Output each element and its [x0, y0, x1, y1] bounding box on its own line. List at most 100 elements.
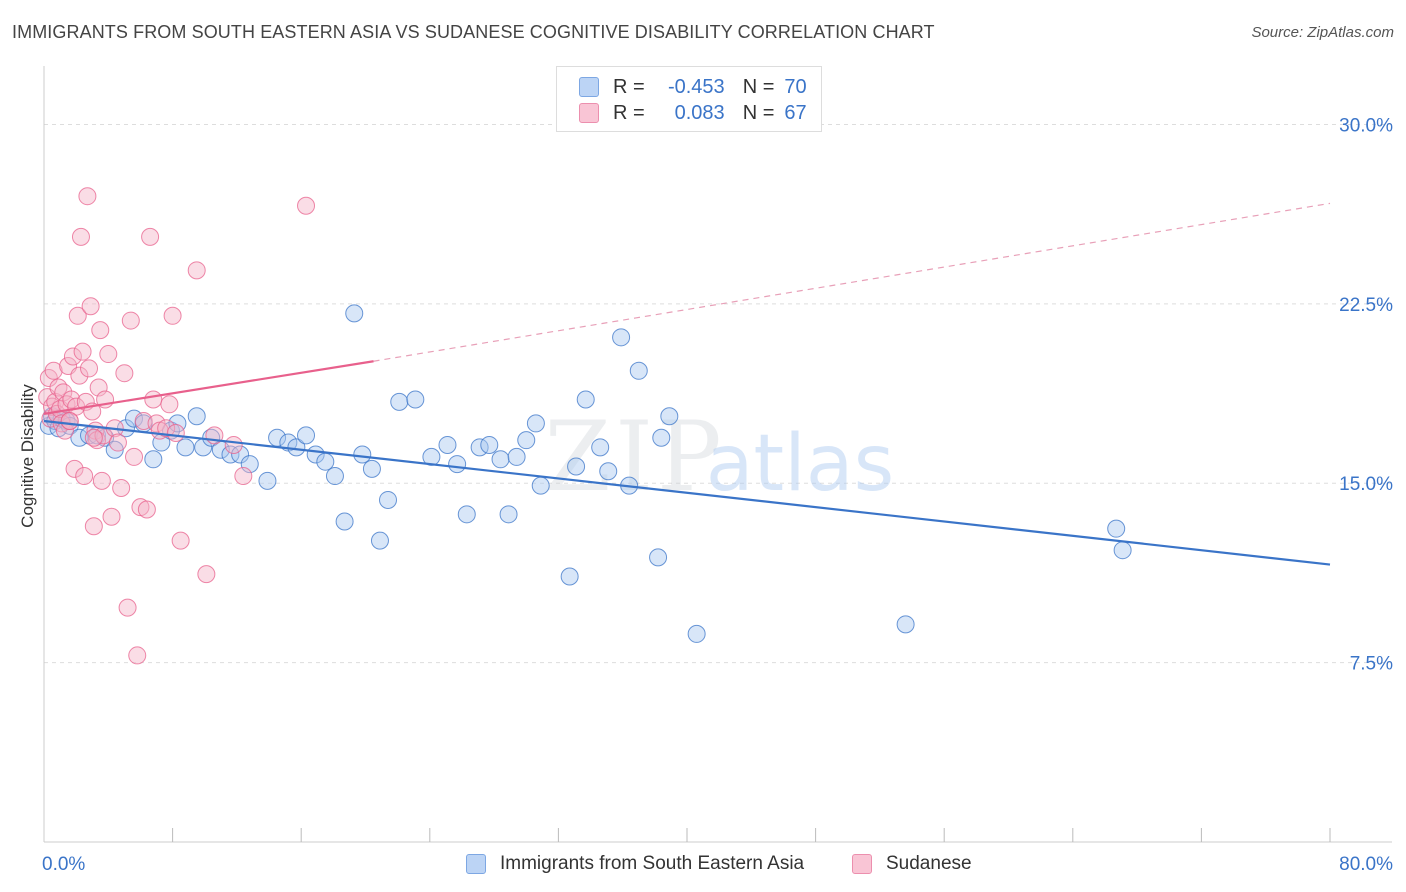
y-axis-title: Cognitive Disability [18, 384, 37, 528]
trend-line-sudanese-extension [373, 202, 1331, 362]
data-point-sudanese [55, 421, 74, 440]
data-point-sudanese [171, 531, 190, 550]
data-point-sudanese [157, 419, 176, 438]
data-point-sudanese [70, 366, 89, 385]
data-point-sea [649, 548, 668, 567]
data-point-sudanese [91, 321, 110, 340]
data-point-sudanese [141, 227, 160, 246]
data-point-sudanese [65, 459, 84, 478]
data-point-sea [687, 624, 706, 643]
y-tick-label: 30.0% [1339, 115, 1393, 136]
data-point-sudanese [60, 412, 79, 431]
data-point-sudanese [92, 471, 111, 490]
legend-n-value: 70 [784, 75, 807, 98]
data-point-sea [438, 435, 457, 454]
data-point-sudanese [99, 345, 118, 364]
data-point-sea [612, 328, 631, 347]
data-point-sudanese [89, 378, 108, 397]
data-point-sudanese [163, 306, 182, 325]
series-legend-blue: Immigrants from South Eastern Asia [466, 852, 804, 876]
data-point-sea [231, 445, 250, 464]
data-point-sudanese [84, 428, 103, 447]
data-point-sudanese [44, 361, 63, 380]
data-point-sudanese [115, 364, 134, 383]
data-point-sea [560, 567, 579, 586]
data-point-sudanese [108, 433, 127, 452]
data-point-sea [567, 457, 586, 476]
data-point-sea [144, 450, 163, 469]
data-point-sea [457, 505, 476, 524]
data-point-sudanese [166, 423, 185, 442]
data-point-sudanese [49, 378, 68, 397]
data-point-sudanese [144, 390, 163, 409]
x-tick-label-min: 0.0% [42, 854, 85, 875]
data-point-sea [599, 462, 618, 481]
data-point-sea [325, 467, 344, 486]
data-point-sea [507, 447, 526, 466]
legend-n-label: N = [742, 101, 775, 124]
legend-n-value: 67 [784, 101, 807, 124]
legend-n-label: N = [742, 75, 775, 98]
data-point-sudanese [160, 395, 179, 414]
data-point-sudanese [75, 467, 94, 486]
data-point-sea [316, 452, 335, 471]
source-label: Source: ZipAtlas.com [1251, 24, 1394, 41]
x-tick-label-max: 80.0% [1339, 854, 1393, 875]
legend-row-blue: R = -0.453 N = 70 [579, 75, 807, 99]
legend-r-value: -0.453 [667, 75, 725, 98]
data-point-sea [390, 392, 409, 411]
data-point-sea [240, 455, 259, 474]
data-point-sudanese [137, 500, 156, 519]
data-point-sea [448, 455, 467, 474]
data-point-sea [406, 390, 425, 409]
data-point-sudanese [112, 479, 131, 498]
data-point-sea [526, 414, 545, 433]
data-point-sea [335, 512, 354, 531]
data-point-sea [362, 459, 381, 478]
data-point-sea [531, 476, 550, 495]
correlation-legend: R = -0.453 N = 70 R = 0.083 N = 67 [556, 66, 822, 132]
legend-r-label: R = [613, 101, 645, 124]
data-point-sudanese [81, 297, 100, 316]
axes: 30.0% 22.5% 15.0% 7.5% [43, 66, 1393, 843]
data-point-sudanese [68, 306, 87, 325]
data-point-sudanese [73, 342, 92, 361]
data-point-sea [660, 407, 679, 426]
legend-r-label: R = [613, 75, 645, 98]
data-point-sudanese [71, 227, 90, 246]
data-point-sudanese [197, 565, 216, 584]
data-point-sudanese [297, 196, 316, 215]
data-point-sea [422, 447, 441, 466]
series-label-blue: Immigrants from South Eastern Asia [500, 853, 805, 874]
data-point-sudanese [118, 598, 137, 617]
data-point-sea [652, 428, 671, 447]
data-point-sea [629, 361, 648, 380]
trend-line-sudanese [43, 360, 374, 415]
legend-swatch-pink [579, 103, 599, 123]
data-point-sea [345, 304, 364, 323]
data-point-sudanese [234, 467, 253, 486]
watermark-zip: ZIP [544, 401, 725, 513]
data-point-sudanese [63, 347, 82, 366]
data-point-sea [168, 414, 187, 433]
series-label-pink: Sudanese [886, 853, 972, 874]
data-point-sudanese [121, 311, 140, 330]
data-point-sudanese [80, 359, 99, 378]
data-point-sea [221, 445, 240, 464]
data-point-sea [258, 471, 277, 490]
data-point-sea [517, 431, 536, 450]
data-point-sudanese [84, 517, 103, 536]
data-point-sudanese [78, 187, 97, 206]
data-point-sea [187, 407, 206, 426]
data-point-sea [576, 390, 595, 409]
y-tick-label: 15.0% [1339, 474, 1393, 495]
data-point-sea [370, 531, 389, 550]
data-point-sea [480, 435, 499, 454]
chart-title: IMMIGRANTS FROM SOUTH EASTERN ASIA VS SU… [12, 22, 935, 42]
data-point-sudanese [187, 261, 206, 280]
y-tick-label: 7.5% [1350, 654, 1393, 675]
data-point-sudanese [128, 646, 147, 665]
legend-r-value: 0.083 [674, 101, 725, 124]
data-point-sea [499, 505, 518, 524]
